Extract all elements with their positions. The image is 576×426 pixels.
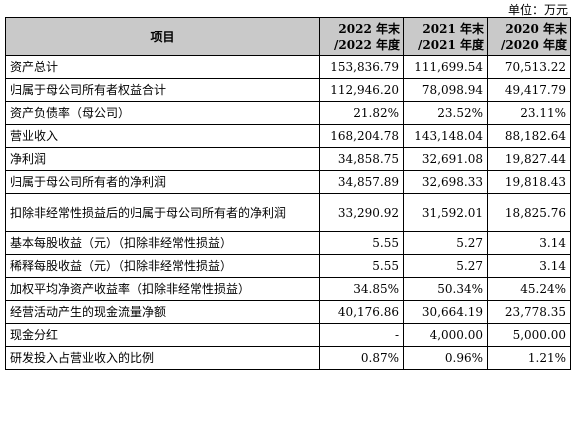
row-value: 0.87% — [319, 346, 404, 370]
header-year-line2: /2020 年度 — [501, 37, 567, 52]
row-value: 4,000.00 — [403, 323, 488, 347]
row-value: 3.14 — [487, 254, 571, 278]
row-value: 78,098.94 — [403, 78, 488, 102]
row-label: 归属于母公司所有者的净利润 — [5, 170, 320, 194]
row-value: 33,290.92 — [319, 193, 404, 232]
table-row: 归属于母公司所有者权益合计 112,946.20 78,098.94 49,417.7… — [5, 78, 571, 102]
row-value: 88,182.64 — [487, 124, 571, 148]
row-label: 净利润 — [5, 147, 320, 171]
row-value: 3.14 — [487, 231, 571, 255]
row-value: 5.27 — [403, 231, 488, 255]
row-value: 153,836.79 — [319, 55, 404, 79]
header-year-2020: 2020 年末 /2020 年度 — [487, 17, 571, 56]
row-value: - — [319, 323, 404, 347]
row-label: 归属于母公司所有者权益合计 — [5, 78, 320, 102]
table-row: 资产总计 153,836.79 111,699.54 70,513.22 — [5, 55, 571, 79]
table-header-row: 项目 2022 年末 /2022 年度 2021 年末 /2021 年度 202… — [5, 17, 571, 56]
table-row: 加权平均净资产收益率（扣除非经常性损益） 34.85% 50.34% 45.24% — [5, 277, 571, 301]
row-value: 111,699.54 — [403, 55, 488, 79]
row-label: 经营活动产生的现金流量净额 — [5, 300, 320, 324]
row-value: 19,827.44 — [487, 147, 571, 171]
row-label: 营业收入 — [5, 124, 320, 148]
row-label: 基本每股收益（元）（扣除非经常性损益） — [5, 231, 320, 255]
row-label: 稀释每股收益（元）（扣除非经常性损益） — [5, 254, 320, 278]
row-value: 5,000.00 — [487, 323, 571, 347]
financial-summary-table: 项目 2022 年末 /2022 年度 2021 年末 /2021 年度 202… — [5, 17, 571, 370]
row-value: 5.55 — [319, 254, 404, 278]
row-value: 32,698.33 — [403, 170, 488, 194]
header-year-2022: 2022 年末 /2022 年度 — [319, 17, 404, 56]
header-year-line1: 2021 年末 — [422, 21, 484, 36]
row-value: 0.96% — [403, 346, 488, 370]
table-row: 扣除非经常性损益后的归属于母公司所有者的净利润 33,290.92 31,592.0… — [5, 193, 571, 232]
table-row: 营业收入 168,204.78 143,148.04 88,182.64 — [5, 124, 571, 148]
row-value: 34,857.89 — [319, 170, 404, 194]
row-value: 34,858.75 — [319, 147, 404, 171]
row-value: 21.82% — [319, 101, 404, 125]
row-value: 40,176.86 — [319, 300, 404, 324]
row-value: 32,691.08 — [403, 147, 488, 171]
row-value: 31,592.01 — [403, 193, 488, 232]
header-year-line1: 2022 年末 — [338, 21, 400, 36]
table-row: 资产负债率（母公司） 21.82% 23.52% 23.11% — [5, 101, 571, 125]
row-value: 34.85% — [319, 277, 404, 301]
row-value: 5.27 — [403, 254, 488, 278]
row-value: 168,204.78 — [319, 124, 404, 148]
header-item: 项目 — [5, 17, 320, 56]
row-value: 49,417.79 — [487, 78, 571, 102]
row-label: 现金分红 — [5, 323, 320, 347]
row-label: 研发投入占营业收入的比例 — [5, 346, 320, 370]
row-value: 5.55 — [319, 231, 404, 255]
table-row: 研发投入占营业收入的比例 0.87% 0.96% 1.21% — [5, 346, 571, 370]
row-value: 70,513.22 — [487, 55, 571, 79]
row-label: 扣除非经常性损益后的归属于母公司所有者的净利润 — [5, 193, 320, 232]
header-year-2021: 2021 年末 /2021 年度 — [403, 17, 488, 56]
row-value: 23.11% — [487, 101, 571, 125]
row-value: 30,664.19 — [403, 300, 488, 324]
table-row: 基本每股收益（元）（扣除非经常性损益） 5.55 5.27 3.14 — [5, 231, 571, 255]
row-value: 18,825.76 — [487, 193, 571, 232]
row-label: 资产负债率（母公司） — [5, 101, 320, 125]
table-row: 现金分红 -4,000.00 5,000.00 — [5, 323, 571, 347]
row-value: 1.21% — [487, 346, 571, 370]
table-row: 经营活动产生的现金流量净额 40,176.86 30,664.19 23,778.35 — [5, 300, 571, 324]
row-label: 加权平均净资产收益率（扣除非经常性损益） — [5, 277, 320, 301]
table-row: 净利润 34,858.75 32,691.08 19,827.44 — [5, 147, 571, 171]
row-label: 资产总计 — [5, 55, 320, 79]
row-value: 23.52% — [403, 101, 488, 125]
row-value: 23,778.35 — [487, 300, 571, 324]
table-row: 归属于母公司所有者的净利润 34,857.89 32,698.33 19,818.43 — [5, 170, 571, 194]
header-year-line2: /2022 年度 — [334, 37, 400, 52]
row-value: 19,818.43 — [487, 170, 571, 194]
row-value: 112,946.20 — [319, 78, 404, 102]
table-row: 稀释每股收益（元）（扣除非经常性损益） 5.55 5.27 3.14 — [5, 254, 571, 278]
header-year-line1: 2020 年末 — [505, 21, 567, 36]
row-value: 50.34% — [403, 277, 488, 301]
row-value: 143,148.04 — [403, 124, 488, 148]
row-value: 45.24% — [487, 277, 571, 301]
unit-label: 单位：万元 — [507, 3, 568, 17]
header-year-line2: /2021 年度 — [418, 37, 484, 52]
